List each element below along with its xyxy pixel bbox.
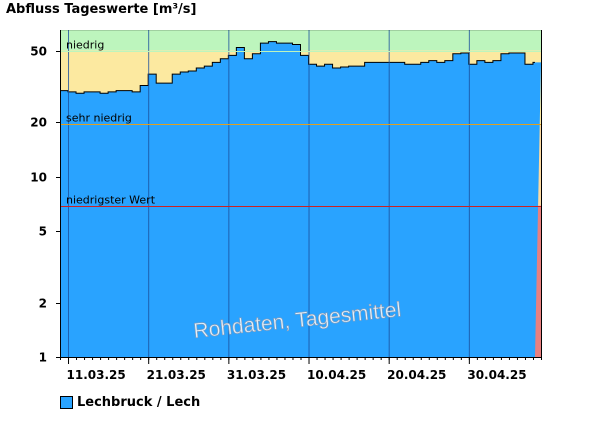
y-tick-label-2: 5 (39, 225, 47, 239)
legend: Lechbruck / Lech (60, 395, 200, 410)
series-layer (60, 41, 541, 357)
threshold-label-2: niedrigster Wert (66, 194, 156, 207)
threshold-lines: niedrig sehr niedrig niedrigster Wert (60, 39, 541, 207)
x-tick-label-5: 30.04.25 (467, 368, 526, 382)
legend-label: Lechbruck / Lech (77, 395, 201, 410)
band-0 (60, 30, 541, 51)
legend-swatch (60, 396, 73, 409)
threshold-label-0: niedrig (66, 39, 104, 52)
threshold-label-1: sehr niedrig (66, 112, 132, 125)
x-tick-label-3: 10.04.25 (307, 368, 366, 382)
x-tick-label-1: 21.03.25 (147, 368, 206, 382)
x-tick-label-0: 11.03.25 (67, 368, 126, 382)
y-tick-label-0: 1 (39, 351, 47, 365)
y-tick-label-4: 20 (30, 116, 47, 130)
gridlines (68, 30, 470, 357)
y-tick-label-3: 10 (30, 171, 47, 185)
axes: 1 2 5 10 20 50 11.03.25 21.03.25 31.03.25 10.04.2… (30, 30, 542, 382)
chart-title: Abfluss Tageswerte [m³/s] (6, 2, 197, 17)
x-tick-label-2: 31.03.25 (227, 368, 286, 382)
x-tick-label-4: 20.04.25 (387, 368, 446, 382)
series-outline-0 (60, 41, 535, 94)
y-tick-label-1: 2 (39, 297, 47, 311)
series-area-0 (60, 41, 541, 357)
y-tick-label-5: 50 (30, 45, 47, 59)
